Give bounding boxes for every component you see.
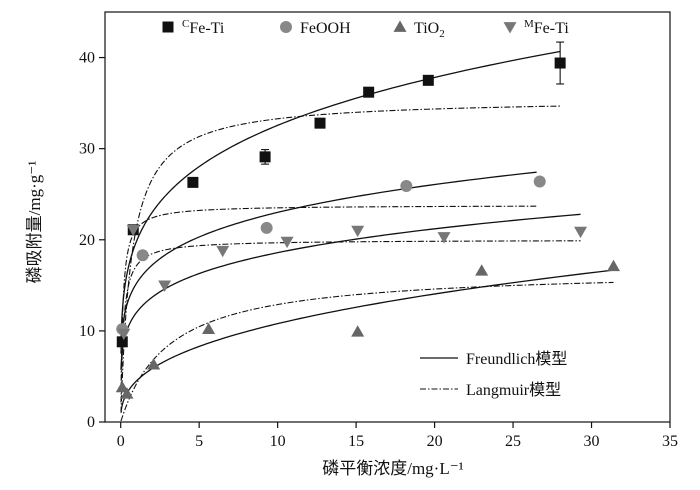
- axes: 0 5 10 15 20 25 30 35 0 10 20 30 40: [79, 50, 678, 450]
- langmuir-curve: [120, 281, 614, 422]
- legend-marker: [280, 21, 292, 33]
- x-tick-label: 25: [505, 433, 521, 450]
- legend-marker: [162, 21, 174, 33]
- legend-marker: [503, 22, 517, 34]
- data-point: [115, 380, 129, 393]
- x-tick-label: 20: [427, 433, 443, 450]
- langmuir-curve: [120, 205, 537, 393]
- y-tick-label: 20: [79, 232, 95, 249]
- x-tick-label: 0: [117, 433, 125, 450]
- data-point: [216, 245, 230, 258]
- data-point: [400, 180, 413, 193]
- data-point: [202, 322, 216, 334]
- y-tick-label: 40: [79, 50, 95, 67]
- langmuir-curve: [120, 240, 581, 403]
- data-point: [187, 176, 199, 188]
- data-point: [533, 175, 546, 188]
- x-axis-label: 磷平衡浓度/mg·L⁻¹: [322, 459, 464, 478]
- data-point: [126, 224, 140, 237]
- x-tick-label: 35: [662, 433, 678, 450]
- freundlich-curve: [120, 50, 561, 345]
- x-tick-label: 5: [195, 433, 203, 450]
- model-legend: Freundlich模型 Langmuir模型: [420, 350, 567, 399]
- x-tick-label: 10: [270, 433, 286, 450]
- legend-label: MFe-Ti: [524, 18, 569, 37]
- data-point: [475, 264, 489, 276]
- data-point: [147, 358, 161, 370]
- data-point: [158, 280, 172, 292]
- freundlich-curve: [120, 213, 581, 371]
- legend-label: CFe-Ti: [182, 18, 225, 37]
- data-point: [351, 325, 365, 337]
- data-point: [117, 328, 131, 341]
- freundlich-curve: [120, 269, 614, 413]
- x-tick-label: 30: [584, 433, 600, 450]
- freundlich-curve: [120, 171, 537, 354]
- series-legend: CFe-Ti FeOOH TiO2 MFe-Ti: [162, 18, 569, 40]
- data-point: [260, 221, 273, 234]
- langmuir-curve: [120, 105, 561, 413]
- plot-area: [104, 11, 671, 423]
- data-point: [314, 117, 326, 129]
- data-point: [136, 249, 149, 262]
- data-point: [363, 86, 375, 98]
- data-point: [607, 259, 620, 272]
- y-tick-label: 0: [87, 414, 95, 431]
- data-point: [554, 57, 566, 69]
- data-point: [351, 225, 365, 238]
- data-point: [259, 151, 271, 163]
- data-point: [280, 236, 294, 249]
- data-point: [574, 226, 588, 239]
- langmuir-legend-label: Langmuir模型: [466, 381, 561, 399]
- data-point: [120, 387, 134, 399]
- data-point: [116, 336, 128, 348]
- legend-marker: [393, 20, 407, 32]
- y-tick-label: 30: [79, 141, 95, 158]
- y-tick-label: 10: [79, 323, 95, 340]
- data-point: [422, 74, 434, 86]
- y-axis-label: 磷吸附量/mg·g⁻¹: [25, 161, 44, 284]
- data-point: [437, 232, 451, 244]
- x-tick-label: 15: [348, 433, 364, 450]
- freundlich-legend-label: Freundlich模型: [466, 350, 567, 368]
- data-markers: [115, 41, 620, 399]
- legend-label: FeOOH: [300, 20, 351, 37]
- legend-label: TiO2: [414, 20, 445, 40]
- plot-border: [104, 11, 671, 423]
